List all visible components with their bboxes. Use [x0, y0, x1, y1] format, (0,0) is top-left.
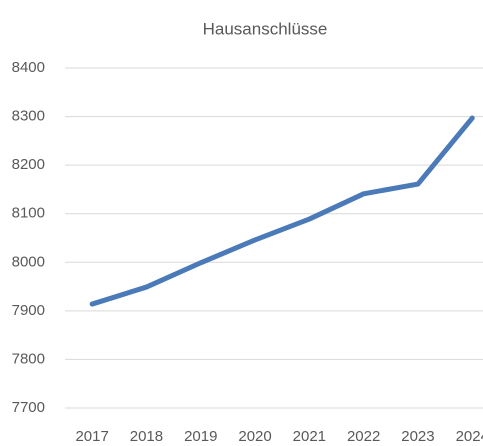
y-tick-label: 7800 [12, 350, 45, 367]
x-tick-label: 2019 [184, 428, 217, 445]
x-tick-label: 2023 [401, 428, 434, 445]
x-tick-label: 2022 [347, 428, 380, 445]
y-tick-label: 8300 [12, 108, 45, 125]
line-series [89, 115, 475, 307]
x-tick-label: 2024 [456, 428, 483, 445]
x-tick-label: 2018 [130, 428, 163, 445]
y-tick-label: 8000 [12, 253, 45, 270]
x-tick-label: 2021 [293, 428, 326, 445]
chart-title: Hausanschlüsse [203, 19, 328, 38]
y-tick-label: 8100 [12, 205, 45, 222]
y-tick-label: 8200 [12, 156, 45, 173]
x-tick-label: 2020 [238, 428, 271, 445]
y-tick-label: 7700 [12, 399, 45, 416]
x-tick-label: 2017 [75, 428, 108, 445]
y-tick-label: 7900 [12, 302, 45, 319]
y-tick-label: 8400 [12, 59, 45, 76]
